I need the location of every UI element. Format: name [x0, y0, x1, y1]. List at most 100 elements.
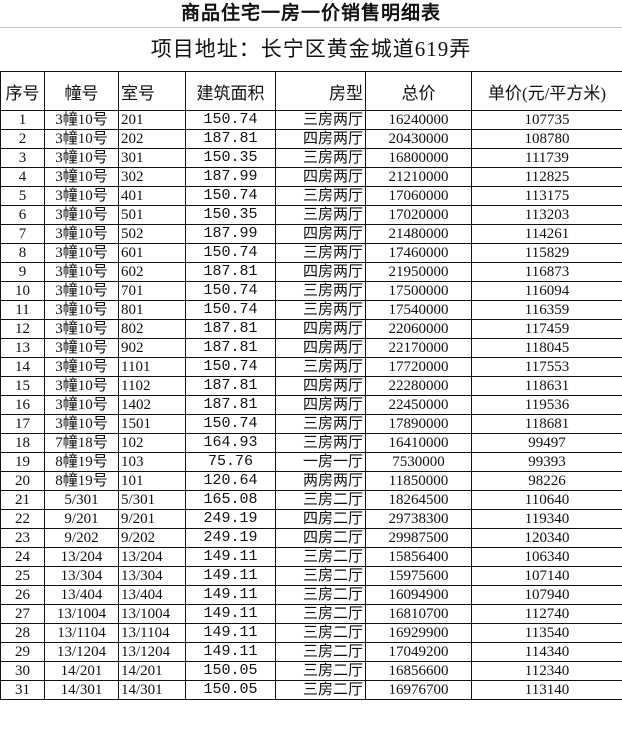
cell-layout: 三房二厅	[275, 661, 366, 681]
cell-building: 3幢10号	[44, 376, 119, 396]
table-row: 6 3幢10号 501 150.35 三房两厅 17020000 113203	[0, 205, 622, 225]
cell-index: 22	[0, 509, 45, 529]
table-header-row: 序号 幢号 室号 建筑面积 房型 总价 单价(元/平方米)	[0, 71, 622, 111]
cell-total-price: 17540000	[365, 300, 472, 320]
cell-area: 75.76	[185, 452, 276, 472]
cell-total-price: 17460000	[365, 243, 472, 263]
cell-area: 150.74	[185, 243, 276, 263]
cell-building: 13/1104	[44, 623, 119, 643]
cell-building: 3幢10号	[44, 224, 119, 244]
cell-index: 11	[0, 300, 45, 320]
cell-area: 120.64	[185, 471, 276, 491]
cell-layout: 四房两厅	[275, 224, 366, 244]
table-row: 11 3幢10号 801 150.74 三房两厅 17540000 116359	[0, 300, 622, 320]
cell-unit-price: 107940	[471, 585, 622, 605]
cell-unit-price: 107140	[471, 566, 622, 586]
cell-building: 13/204	[44, 547, 119, 567]
document-title: 商品住宅一房一价销售明细表	[0, 0, 622, 28]
table-row: 1 3幢10号 201 150.74 三房两厅 16240000 107735	[0, 110, 622, 130]
table-row: 13 3幢10号 902 187.81 四房两厅 22170000 118045	[0, 338, 622, 358]
cell-unit-price: 113140	[471, 680, 622, 700]
project-address: 项目地址：长宁区黄金城道619弄	[150, 37, 472, 61]
cell-total-price: 7530000	[365, 452, 472, 472]
header-layout: 房型	[275, 71, 366, 111]
cell-layout: 四房两厅	[275, 319, 366, 339]
cell-layout: 三房两厅	[275, 205, 366, 225]
cell-total-price: 20430000	[365, 129, 472, 149]
cell-area: 150.74	[185, 300, 276, 320]
cell-layout: 三房二厅	[275, 623, 366, 643]
cell-index: 24	[0, 547, 45, 567]
cell-room: 301	[118, 148, 186, 168]
cell-unit-price: 117553	[471, 357, 622, 377]
cell-layout: 四房两厅	[275, 338, 366, 358]
cell-area: 187.81	[185, 129, 276, 149]
cell-total-price: 21480000	[365, 224, 472, 244]
cell-area: 149.11	[185, 547, 276, 567]
cell-index: 28	[0, 623, 45, 643]
cell-layout: 四房两厅	[275, 167, 366, 187]
cell-unit-price: 119536	[471, 395, 622, 415]
cell-room: 1102	[118, 376, 186, 396]
cell-building: 3幢10号	[44, 262, 119, 282]
cell-room: 302	[118, 167, 186, 187]
cell-layout: 四房二厅	[275, 509, 366, 529]
cell-unit-price: 120340	[471, 528, 622, 548]
cell-unit-price: 115829	[471, 243, 622, 263]
cell-area: 149.11	[185, 566, 276, 586]
cell-layout: 三房两厅	[275, 110, 366, 130]
cell-unit-price: 99393	[471, 452, 622, 472]
cell-index: 2	[0, 129, 45, 149]
cell-building: 9/201	[44, 509, 119, 529]
cell-index: 18	[0, 433, 45, 453]
cell-unit-price: 114261	[471, 224, 622, 244]
header-area: 建筑面积	[185, 71, 276, 111]
cell-unit-price: 113203	[471, 205, 622, 225]
cell-unit-price: 118681	[471, 414, 622, 434]
cell-index: 27	[0, 604, 45, 624]
cell-unit-price: 116873	[471, 262, 622, 282]
cell-total-price: 16810700	[365, 604, 472, 624]
cell-building: 3幢10号	[44, 243, 119, 263]
cell-room: 801	[118, 300, 186, 320]
cell-room: 5/301	[118, 490, 186, 510]
cell-layout: 三房二厅	[275, 490, 366, 510]
cell-total-price: 16410000	[365, 433, 472, 453]
cell-area: 150.74	[185, 357, 276, 377]
cell-layout: 三房二厅	[275, 585, 366, 605]
cell-total-price: 29987500	[365, 528, 472, 548]
table-row: 17 3幢10号 1501 150.74 三房两厅 17890000 118681	[0, 414, 622, 434]
table-row: 22 9/201 9/201 249.19 四房二厅 29738300 119340	[0, 509, 622, 529]
cell-building: 3幢10号	[44, 148, 119, 168]
cell-index: 26	[0, 585, 45, 605]
cell-layout: 四房两厅	[275, 395, 366, 415]
cell-building: 3幢10号	[44, 129, 119, 149]
cell-index: 3	[0, 148, 45, 168]
cell-index: 7	[0, 224, 45, 244]
cell-total-price: 16094900	[365, 585, 472, 605]
cell-room: 14/201	[118, 661, 186, 681]
cell-index: 19	[0, 452, 45, 472]
cell-area: 150.05	[185, 661, 276, 681]
table-row: 24 13/204 13/204 149.11 三房二厅 15856400 106340	[0, 547, 622, 567]
cell-unit-price: 119340	[471, 509, 622, 529]
cell-unit-price: 117459	[471, 319, 622, 339]
cell-area: 149.11	[185, 604, 276, 624]
cell-area: 150.74	[185, 110, 276, 130]
cell-total-price: 29738300	[365, 509, 472, 529]
cell-room: 802	[118, 319, 186, 339]
cell-unit-price: 99497	[471, 433, 622, 453]
table-row: 30 14/201 14/201 150.05 三房二厅 16856600 112340	[0, 661, 622, 681]
cell-total-price: 21950000	[365, 262, 472, 282]
cell-building: 9/202	[44, 528, 119, 548]
cell-area: 164.93	[185, 433, 276, 453]
cell-building: 3幢10号	[44, 338, 119, 358]
cell-room: 401	[118, 186, 186, 206]
cell-unit-price: 112825	[471, 167, 622, 187]
cell-building: 13/404	[44, 585, 119, 605]
cell-unit-price: 118045	[471, 338, 622, 358]
cell-area: 187.99	[185, 224, 276, 244]
cell-layout: 四房两厅	[275, 262, 366, 282]
cell-room: 501	[118, 205, 186, 225]
cell-room: 1501	[118, 414, 186, 434]
